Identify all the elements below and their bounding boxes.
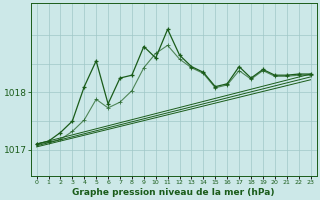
X-axis label: Graphe pression niveau de la mer (hPa): Graphe pression niveau de la mer (hPa) xyxy=(72,188,275,197)
